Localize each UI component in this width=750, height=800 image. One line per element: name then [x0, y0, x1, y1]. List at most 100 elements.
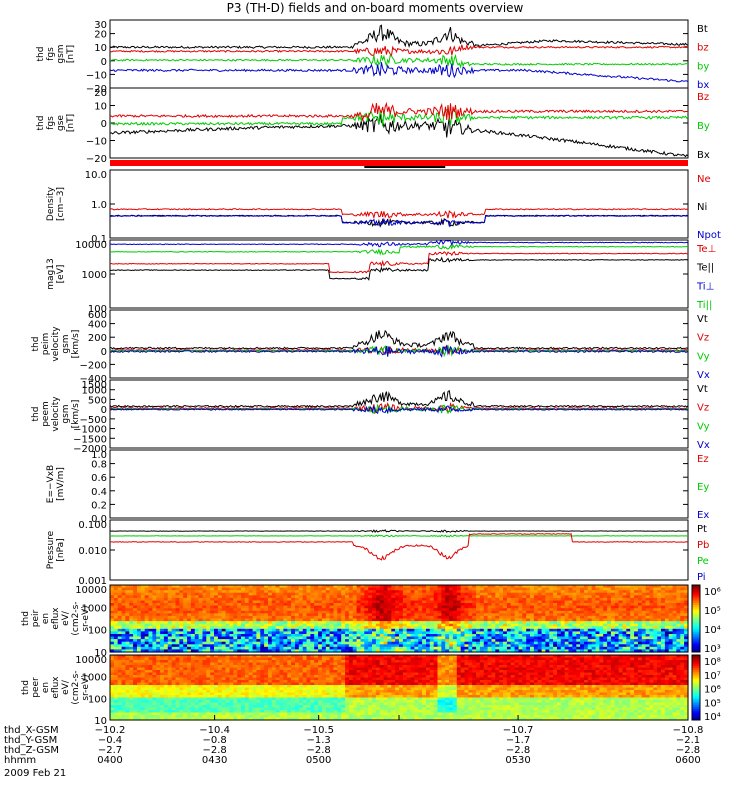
y-tick-label: 1000: [82, 270, 107, 281]
series-te-perp: [109, 250, 689, 274]
legend-entry: Bx: [697, 150, 710, 161]
y-tick-label: 200: [88, 333, 107, 344]
y-axis-label: eflux: [51, 607, 61, 630]
legend-entry: Pi: [697, 572, 706, 583]
panel-p4: [109, 239, 689, 309]
y-axis-label: [cm−3]: [56, 187, 66, 221]
colorbar-step: [692, 593, 700, 597]
legend-entry: Vx: [697, 370, 710, 381]
electron-spectrogram: [110, 655, 689, 721]
axis-row-label: thd_Z-GSM: [4, 745, 59, 756]
y-axis-label: eflux: [51, 676, 61, 699]
y-axis-label: thd: [36, 47, 46, 62]
y-axis-label: peim: [41, 333, 51, 356]
panel-frame-p2: [109, 87, 689, 159]
colorbar-step: [692, 627, 700, 631]
colorbar-step: [692, 631, 700, 635]
axis-row-label: thd_Y-GSM: [4, 735, 57, 746]
y-tick-label: 1.0: [91, 200, 107, 211]
colorbar-step: [692, 713, 700, 717]
axis-row-value: 0400: [97, 755, 122, 766]
legend-entry: Vy: [697, 351, 710, 362]
y-axis-label: gsm: [56, 44, 66, 63]
axis-row-value: −0.8: [202, 735, 226, 746]
y-tick-label: 0.010: [78, 546, 107, 557]
series-vx: [109, 345, 689, 358]
colorbar-step: [692, 709, 700, 712]
y-tick-label: 10: [94, 102, 107, 113]
legend-entry: bz: [697, 43, 709, 54]
colorbar-step: [692, 689, 700, 693]
legend-entry: Ex: [697, 510, 709, 521]
colorbar-step: [692, 681, 700, 684]
y-tick-label: 0: [101, 347, 107, 358]
y-axis-label: [mV/m]: [56, 467, 66, 501]
y-axis-label: thd: [36, 116, 46, 131]
series-by: [109, 53, 689, 69]
legend-entry: Bz: [697, 92, 709, 103]
series-ti-perp: [109, 239, 689, 248]
colorbar-frame: [691, 584, 701, 653]
y-axis-label: [km/s]: [71, 330, 81, 359]
y-tick-label: 0.8: [91, 460, 107, 471]
legend-entry: Te||: [696, 263, 714, 274]
axis-row-label: thd_X-GSM: [4, 725, 59, 736]
series-bx: [109, 62, 689, 83]
colorbar-step: [692, 602, 700, 606]
y-axis-label: peir: [31, 609, 41, 627]
y-axis-label: peem: [41, 401, 51, 427]
y-tick-label: 10.0: [85, 170, 107, 181]
y-axis-label: Density: [46, 186, 56, 221]
colorbar-step: [692, 657, 700, 660]
panel-frame-p1: [109, 19, 689, 89]
colorbar-step: [692, 629, 700, 633]
colorbar-step: [692, 649, 700, 653]
y-tick-label: 20: [94, 88, 107, 99]
y-axis-label: thd: [21, 680, 31, 695]
colorbar-step: [692, 670, 700, 673]
y-tick-label: 10: [94, 648, 107, 659]
y-axis-label: [nT]: [66, 45, 76, 63]
y-tick-label: −1500: [73, 434, 107, 445]
legend-entry: Ey: [697, 482, 709, 493]
colorbar-step: [692, 659, 700, 662]
y-tick-label: 0.2: [91, 500, 107, 511]
y-tick-label: 0: [101, 119, 107, 130]
y-tick-label: 100: [88, 626, 107, 637]
y-tick-label: 600: [88, 310, 107, 321]
colorbar-label: 10⁷: [704, 671, 721, 682]
panel-p8: [109, 519, 689, 581]
axis-row-value: 0600: [675, 755, 700, 766]
y-tick-label: 100: [88, 304, 107, 315]
y-axis-label: fgs: [46, 116, 56, 130]
legend-entry: Vy: [697, 421, 710, 432]
mode-bar-marker: [364, 166, 446, 168]
panel-p5: [109, 309, 689, 379]
y-tick-label: −20: [86, 84, 107, 95]
y-tick-label: −400: [80, 374, 107, 385]
panel-frame-p6: [109, 379, 689, 449]
axis-row-value: −2.7: [98, 745, 122, 756]
y-tick-label: 10: [94, 43, 107, 54]
y-axis-label: E=−VxB: [46, 465, 56, 503]
y-tick-label: 400: [88, 320, 107, 331]
axis-row-value: −10.4: [199, 725, 230, 736]
colorbar-step: [692, 623, 700, 626]
y-tick-label: 1500: [82, 380, 107, 391]
axis-row-value: −2.8: [202, 745, 226, 756]
y-axis-label: gsm: [61, 404, 71, 423]
colorbar-step: [692, 598, 700, 602]
panel-frame-p7: [109, 449, 689, 519]
y-tick-label: 100: [88, 694, 107, 705]
colorbar-label: 10⁵: [704, 606, 721, 617]
series-pb: [109, 532, 689, 561]
y-tick-label: −20: [86, 154, 107, 165]
series-te-par: [109, 256, 689, 281]
colorbar-step: [692, 687, 700, 691]
panel-p6: [109, 379, 689, 449]
series-vt: [109, 329, 689, 350]
y-axis-label: [eV]: [56, 265, 66, 284]
panel-p2: [109, 87, 689, 159]
axis-row-value: 0430: [202, 755, 227, 766]
y-tick-label: 0.1: [91, 234, 107, 245]
